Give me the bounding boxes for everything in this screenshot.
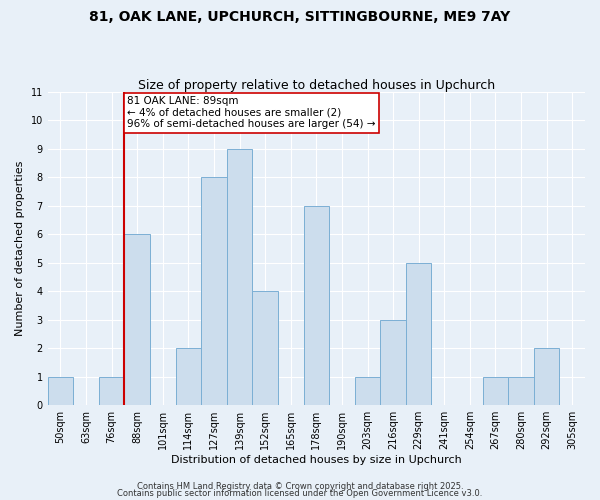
- Bar: [482, 376, 508, 405]
- Y-axis label: Number of detached properties: Number of detached properties: [15, 161, 25, 336]
- Bar: [47, 376, 73, 405]
- Text: 81 OAK LANE: 89sqm
← 4% of detached houses are smaller (2)
96% of semi-detached : 81 OAK LANE: 89sqm ← 4% of detached hous…: [127, 96, 376, 130]
- Title: Size of property relative to detached houses in Upchurch: Size of property relative to detached ho…: [138, 79, 495, 92]
- Bar: [406, 263, 431, 405]
- Bar: [99, 376, 124, 405]
- Bar: [508, 376, 534, 405]
- Bar: [380, 320, 406, 405]
- Bar: [355, 376, 380, 405]
- Text: Contains HM Land Registry data © Crown copyright and database right 2025.: Contains HM Land Registry data © Crown c…: [137, 482, 463, 491]
- Bar: [534, 348, 559, 405]
- Bar: [227, 149, 253, 405]
- Text: 81, OAK LANE, UPCHURCH, SITTINGBOURNE, ME9 7AY: 81, OAK LANE, UPCHURCH, SITTINGBOURNE, M…: [89, 10, 511, 24]
- Bar: [304, 206, 329, 405]
- X-axis label: Distribution of detached houses by size in Upchurch: Distribution of detached houses by size …: [171, 455, 462, 465]
- Bar: [201, 178, 227, 405]
- Text: Contains public sector information licensed under the Open Government Licence v3: Contains public sector information licen…: [118, 490, 482, 498]
- Bar: [253, 292, 278, 405]
- Bar: [124, 234, 150, 405]
- Bar: [176, 348, 201, 405]
